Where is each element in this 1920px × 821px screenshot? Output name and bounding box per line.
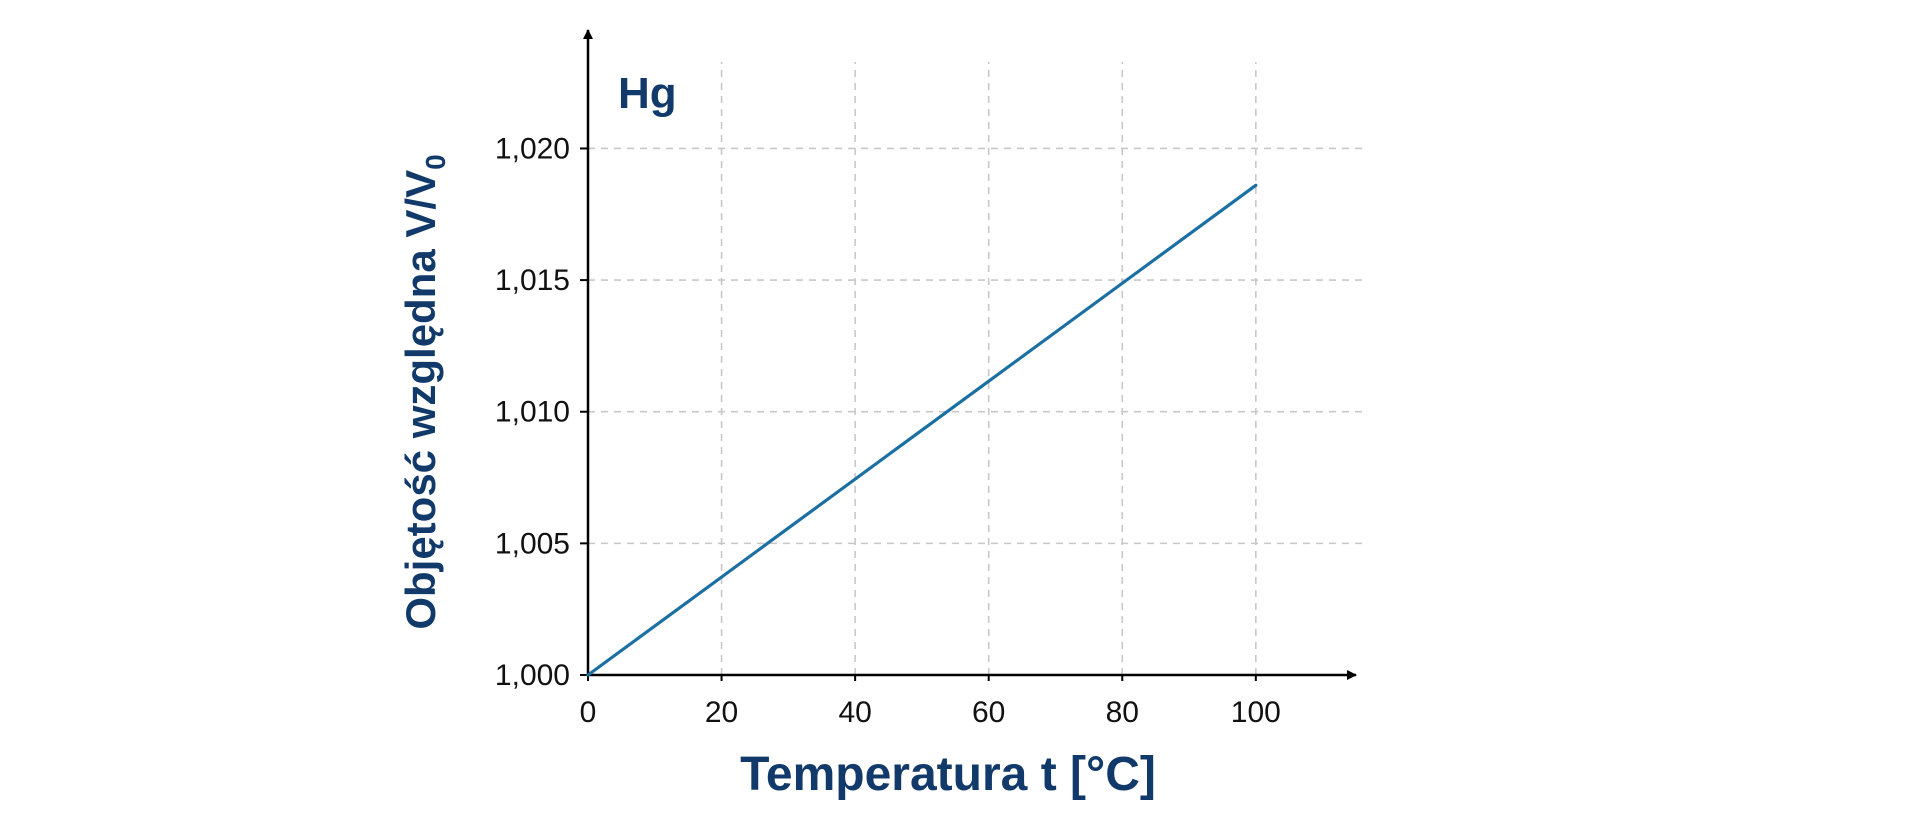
x-tick-label: 80 — [1106, 696, 1139, 729]
x-tick-label: 40 — [838, 696, 871, 729]
y-axis-label-main: Objętość względna V/V — [397, 170, 444, 630]
series — [586, 183, 1258, 677]
x-axis-label: Temperatura t [°C] — [740, 748, 1156, 801]
tick-labels: 0 20 40 60 80 100 1,000 1,005 1,010 1,015 1,020 — [495, 132, 1281, 729]
x-tick-label: 60 — [972, 696, 1005, 729]
y-axis-label-subscript: 0 — [420, 154, 451, 170]
y-tick-label: 1,010 — [495, 396, 570, 429]
y-tick-label: 1,015 — [495, 264, 570, 297]
y-axis-label: Objętość względna V/V0 — [397, 154, 451, 629]
y-tick-label: 1,000 — [495, 659, 570, 692]
x-tick-label: 20 — [705, 696, 738, 729]
y-tick-label: 1,020 — [495, 132, 570, 165]
series-line-hg — [586, 183, 1258, 677]
x-tick-label: 100 — [1231, 696, 1281, 729]
axes — [580, 29, 1357, 681]
y-tick-label: 1,005 — [495, 527, 570, 560]
grid — [588, 62, 1362, 675]
chart-annotation: Hg — [618, 69, 677, 118]
x-tick-label: 0 — [580, 696, 597, 729]
